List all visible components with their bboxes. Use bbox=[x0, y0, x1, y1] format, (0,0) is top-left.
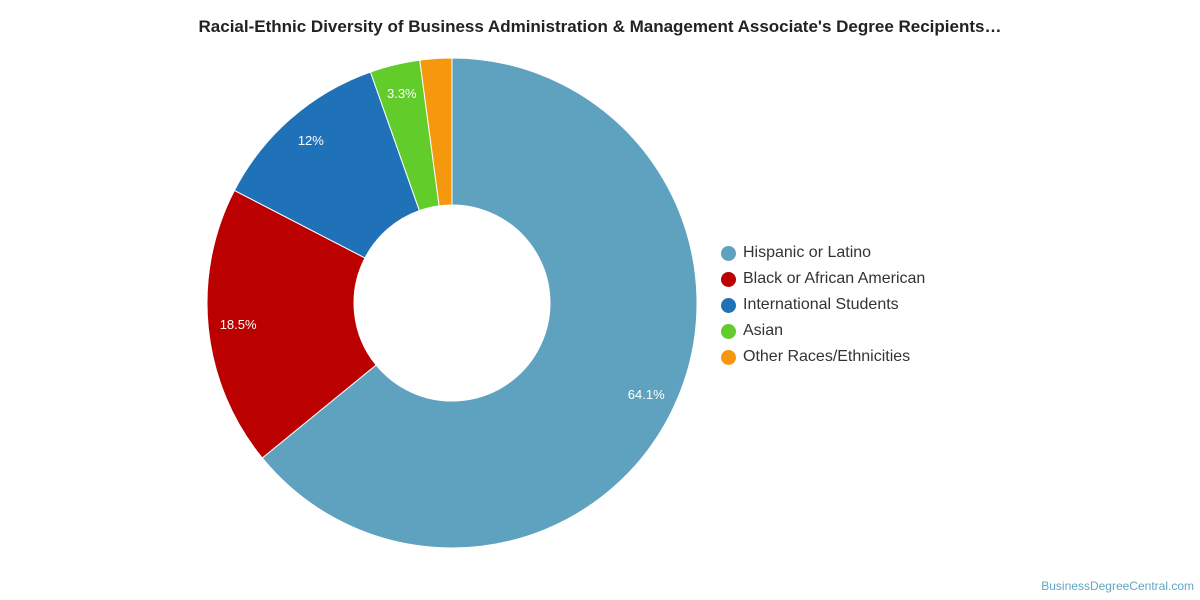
slice-label-international-students: 12% bbox=[298, 133, 324, 148]
slice-label-hispanic-or-latino: 64.1% bbox=[628, 387, 665, 402]
legend-item-asian[interactable]: Asian bbox=[721, 318, 925, 344]
legend-swatch-hispanic bbox=[721, 245, 736, 261]
slice-label-asian: 3.3% bbox=[387, 86, 417, 101]
legend-label-other: Other Races/Ethnicities bbox=[743, 348, 911, 365]
legend-swatch-asian bbox=[721, 323, 736, 339]
legend-item-hispanic[interactable]: Hispanic or Latino bbox=[721, 240, 925, 266]
legend-label-asian: Asian bbox=[743, 322, 784, 339]
chart-legend: Hispanic or Latino Black or African Amer… bbox=[721, 240, 925, 370]
legend-item-international[interactable]: International Students bbox=[721, 292, 925, 318]
source-credit[interactable]: BusinessDegreeCentral.com bbox=[1041, 579, 1194, 593]
donut-slice-hispanic-or-latino[interactable] bbox=[261, 57, 698, 549]
donut-slice-black-or-african-american[interactable] bbox=[206, 189, 377, 459]
donut-slice-international-students[interactable] bbox=[233, 71, 421, 259]
legend-item-other[interactable]: Other Races/Ethnicities bbox=[721, 344, 925, 370]
legend-swatch-other bbox=[721, 349, 736, 365]
legend-label-hispanic: Hispanic or Latino bbox=[743, 244, 872, 261]
slice-label-black-or-african-american: 18.5% bbox=[220, 317, 257, 332]
legend-swatch-black bbox=[721, 271, 736, 287]
chart-title: Racial-Ethnic Diversity of Business Admi… bbox=[198, 17, 1002, 36]
legend-label-black: Black or African American bbox=[743, 270, 926, 287]
legend-item-black[interactable]: Black or African American bbox=[721, 266, 925, 292]
legend-label-international: International Students bbox=[743, 296, 899, 313]
legend-swatch-international bbox=[721, 297, 736, 313]
donut-slice-other-races-ethnicities[interactable] bbox=[419, 57, 453, 207]
